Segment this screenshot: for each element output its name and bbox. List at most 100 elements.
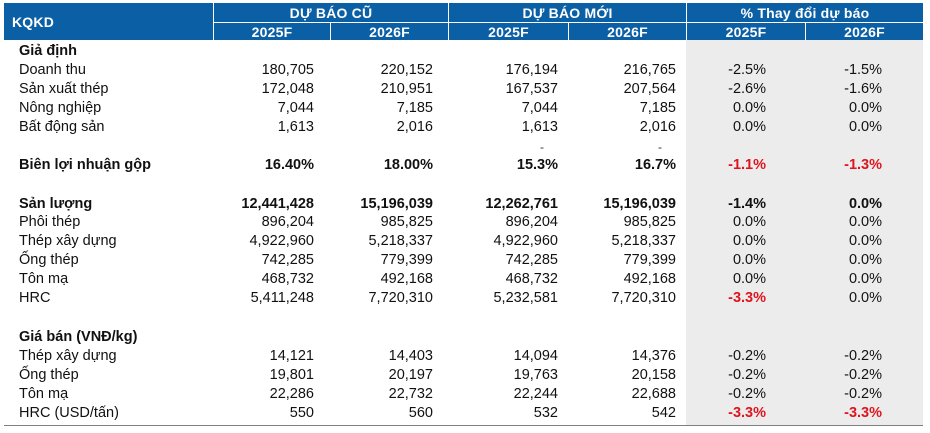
table-cell: 210,951 [380, 81, 433, 97]
table-cell: 14,376 [631, 348, 676, 364]
table-cell: -3.3% [728, 405, 766, 421]
table-cell: 22,286 [269, 386, 314, 402]
table-cell: 985,825 [623, 214, 676, 230]
table-cell: 0.0% [848, 196, 882, 212]
table-row: Doanh thu 180,705 220,152 176,194 216,765 -2.… [0, 61, 930, 80]
table-cell: 5,232,581 [493, 290, 558, 306]
table-cell: -0.2% [844, 348, 882, 364]
row-label: Sản lượng [19, 196, 93, 212]
header-group-change: % Thay đổi dự báo [686, 3, 923, 22]
table-cell: 14,094 [513, 348, 558, 364]
table-cell: 0.0% [732, 100, 766, 116]
table-cell: 1,613 [521, 119, 558, 135]
table-cell: 16.40% [264, 157, 314, 173]
header-year-change-2025: 2025F [686, 22, 805, 40]
table-cell: 0.0% [848, 100, 882, 116]
row-label: Tôn mạ [19, 386, 69, 402]
table-row: Ống thép 742,285 779,399 742,285 779,399 0.0%… [0, 251, 930, 270]
dash-mark: - [540, 140, 544, 154]
table-cell: 15.3% [516, 157, 558, 173]
table-cell: 4,922,960 [249, 233, 314, 249]
table-cell: 14,403 [388, 348, 433, 364]
table-cell: 22,688 [631, 386, 676, 402]
row-label: Bất động sản [19, 119, 105, 135]
table-row: Thép xây dựng 14,121 14,403 14,094 14,376 -0.… [0, 347, 930, 366]
table-cell: 742,285 [261, 252, 314, 268]
table-cell: 207,564 [623, 81, 676, 97]
table-cell: -2.6% [728, 81, 766, 97]
header-corner-kqkd: KQKD [4, 3, 213, 40]
table-cell: 7,044 [277, 100, 314, 116]
table-cell: 15,196,039 [360, 196, 433, 212]
table-cell: 0.0% [848, 271, 882, 287]
table-cell: 20,158 [631, 367, 676, 383]
table-cell: 15,196,039 [603, 196, 676, 212]
row-label: Phôi thép [19, 214, 81, 230]
table-row: Sản lượng 12,441,428 15,196,039 12,262,761 1… [0, 195, 930, 214]
table-cell: 167,537 [505, 81, 558, 97]
table-cell: -0.2% [728, 367, 766, 383]
table-cell: 176,194 [505, 62, 558, 78]
table-row: Tôn mạ 468,732 492,168 468,732 492,168 0.0% 0.… [0, 270, 930, 289]
row-label: Thép xây dựng [19, 233, 117, 249]
table-cell: 2,016 [396, 119, 433, 135]
table-row: Tôn mạ 22,286 22,732 22,244 22,688 -0.2% -0.2% [0, 385, 930, 404]
dash-mark: - [658, 140, 662, 154]
header-year-old-2025: 2025F [213, 22, 330, 40]
table-cell: -1.1% [728, 157, 766, 173]
table-cell: 985,825 [380, 214, 433, 230]
table-row: Biên lợi nhuận gộp 16.40% 18.00% 15.3% 16.7%… [0, 156, 930, 175]
table-cell: 0.0% [848, 214, 882, 230]
row-label: Thép xây dựng [19, 348, 117, 364]
table-cell: 5,218,337 [368, 233, 433, 249]
table-cell: -1.5% [844, 62, 882, 78]
table-cell: 0.0% [732, 214, 766, 230]
row-label: Ống thép [19, 367, 79, 383]
change-column-shading [686, 40, 923, 425]
row-label: Sản xuất thép [19, 81, 109, 97]
table-cell: 0.0% [848, 252, 882, 268]
table-cell: -0.2% [844, 367, 882, 383]
table-cell: -1.4% [728, 196, 766, 212]
table-cell: 0.0% [848, 290, 882, 306]
header-year-new-2025: 2025F [448, 22, 568, 40]
table-cell: -0.2% [844, 386, 882, 402]
table-cell: 468,732 [261, 271, 314, 287]
table-cell: 1,613 [277, 119, 314, 135]
table-cell: -1.3% [844, 157, 882, 173]
row-label: Biên lợi nhuận gộp [19, 157, 151, 173]
row-label: Giá bán (VNĐ/kg) [19, 329, 138, 345]
table-cell: 7,720,310 [611, 290, 676, 306]
table-cell: 550 [289, 405, 314, 421]
table-cell: -0.2% [728, 386, 766, 402]
table-row: Bất động sản 1,613 2,016 1,613 2,016 0.0% 0.0% [0, 118, 930, 137]
table-cell: 220,152 [380, 62, 433, 78]
table-cell: -3.3% [844, 405, 882, 421]
table-cell: 19,801 [269, 367, 314, 383]
table-row: Nông nghiệp 7,044 7,185 7,044 7,185 0.0% 0.0% [0, 99, 930, 118]
row-label: Tôn mạ [19, 271, 69, 287]
row-label: Ống thép [19, 252, 79, 268]
header-group-new-forecast: DỰ BÁO MỚI [448, 3, 686, 22]
table-row: Phôi thép 896,204 985,825 896,204 985,825 0.0… [0, 213, 930, 232]
table-cell: 468,732 [505, 271, 558, 287]
table-cell: 180,705 [261, 62, 314, 78]
table-cell: -1.6% [844, 81, 882, 97]
table-row: Thép xây dựng 4,922,960 5,218,337 4,922,960… [0, 232, 930, 251]
header-year-change-2026: 2026F [805, 22, 923, 40]
table-cell: 779,399 [380, 252, 433, 268]
table-cell: 7,720,310 [368, 290, 433, 306]
table-cell: 18.00% [383, 157, 433, 173]
table-row: HRC (USD/tấn) 550 560 532 542 -3.3% -3.3% [0, 404, 930, 423]
table-cell: 19,763 [513, 367, 558, 383]
table-cell: 560 [408, 405, 433, 421]
table-cell: 542 [651, 405, 676, 421]
table-cell: 216,765 [623, 62, 676, 78]
table-cell: 7,044 [521, 100, 558, 116]
table-cell: 532 [533, 405, 558, 421]
table-cell: 12,441,428 [241, 196, 314, 212]
table-cell: 492,168 [623, 271, 676, 287]
row-label: HRC (USD/tấn) [19, 405, 119, 421]
table-cell: 4,922,960 [493, 233, 558, 249]
table-cell: -0.2% [728, 348, 766, 364]
